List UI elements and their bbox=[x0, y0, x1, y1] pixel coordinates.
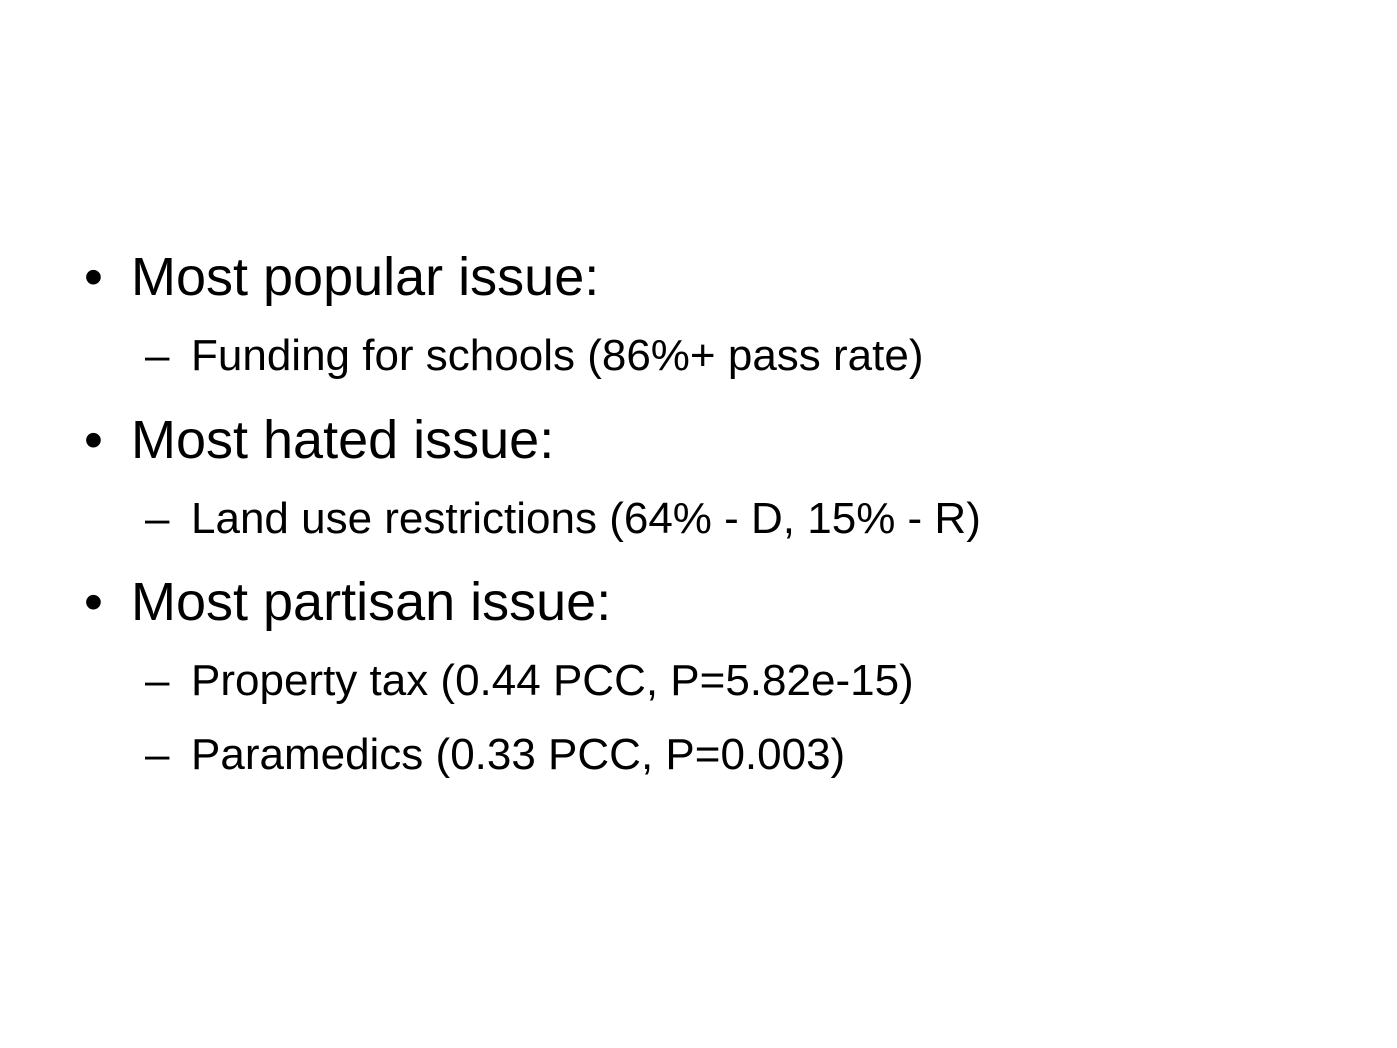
subbullet-marker: – bbox=[145, 331, 170, 380]
subbullet-marker: – bbox=[145, 656, 170, 705]
bullet-marker: • bbox=[84, 247, 103, 307]
subbullet-text: Paramedics (0.33 PCC, P=0.003) bbox=[191, 730, 846, 779]
subbullet-marker: – bbox=[145, 494, 170, 543]
bullet-text: Most partisan issue: bbox=[131, 572, 612, 632]
bullet-most-partisan-issue: • Most partisan issue: bbox=[84, 575, 611, 629]
bullet-most-popular-issue: • Most popular issue: bbox=[84, 250, 599, 304]
subbullet-text: Property tax (0.44 PCC, P=5.82e-15) bbox=[191, 656, 914, 705]
subbullet-text: Funding for schools (86%+ pass rate) bbox=[191, 331, 924, 380]
subbullet-funding-for-schools: – Funding for schools (86%+ pass rate) bbox=[145, 334, 924, 378]
bullet-marker: • bbox=[84, 410, 103, 470]
subbullet-property-tax: – Property tax (0.44 PCC, P=5.82e-15) bbox=[145, 659, 914, 703]
subbullet-paramedics: – Paramedics (0.33 PCC, P=0.003) bbox=[145, 733, 845, 777]
subbullet-marker: – bbox=[145, 730, 170, 779]
subbullet-text: Land use restrictions (64% - D, 15% - R) bbox=[191, 494, 981, 543]
bullet-text: Most hated issue: bbox=[131, 410, 555, 470]
subbullet-land-use-restrictions: – Land use restrictions (64% - D, 15% - R… bbox=[145, 497, 981, 541]
bullet-marker: • bbox=[84, 572, 103, 632]
bullet-text: Most popular issue: bbox=[131, 247, 600, 307]
bullet-most-hated-issue: • Most hated issue: bbox=[84, 413, 554, 467]
